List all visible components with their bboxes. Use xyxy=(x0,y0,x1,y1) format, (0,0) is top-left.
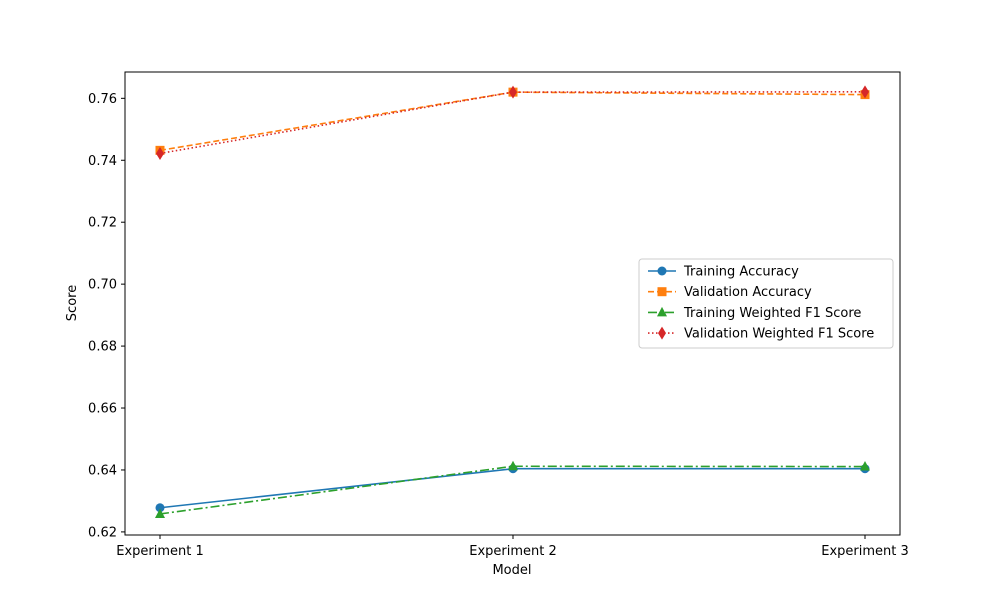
x-tick-label: Experiment 1 xyxy=(116,544,204,559)
y-tick-label: 0.64 xyxy=(88,463,117,478)
series-1 xyxy=(155,464,870,513)
x-axis: Experiment 1 Experiment 2 Experiment 3 xyxy=(116,535,909,559)
y-tick-label: 0.72 xyxy=(88,216,117,231)
data-point xyxy=(508,460,518,471)
y-tick-label: 0.70 xyxy=(88,278,117,293)
legend-entry: Validation Accuracy xyxy=(648,285,812,300)
legend-box xyxy=(638,258,894,349)
y-axis-label: Score xyxy=(65,285,80,321)
x-tick-label: Experiment 3 xyxy=(821,544,909,559)
y-tick-label: 0.62 xyxy=(88,525,117,540)
series-line xyxy=(159,467,865,509)
legend-entry: Validation Weighted F1 Score xyxy=(648,326,874,342)
legend-marker xyxy=(657,266,667,276)
series-4 xyxy=(156,85,869,160)
legend-label: Training Accuracy xyxy=(683,265,799,280)
series-layer xyxy=(155,85,870,518)
series-3 xyxy=(155,460,870,518)
y-tick-label: 0.66 xyxy=(88,402,117,417)
y-axis: 0.62 0.64 0.66 0.68 0.70 0.72 0.74 0.76 xyxy=(88,92,125,540)
data-point xyxy=(860,461,870,471)
series-line xyxy=(159,465,866,515)
series-line xyxy=(159,91,866,152)
legend: Training Accuracy Validation Accuracy Trai… xyxy=(638,258,894,349)
legend-marker xyxy=(657,306,667,317)
data-point xyxy=(509,85,517,99)
x-tick-label: Experiment 2 xyxy=(469,544,557,559)
x-axis-label: Model xyxy=(492,563,531,578)
y-tick-label: 0.74 xyxy=(88,154,117,169)
data-point xyxy=(861,85,869,99)
legend-label: Validation Weighted F1 Score xyxy=(684,327,874,342)
y-tick-label: 0.76 xyxy=(88,92,117,107)
data-point xyxy=(155,508,165,518)
legend-marker xyxy=(658,326,666,340)
legend-label: Validation Accuracy xyxy=(684,285,812,300)
y-tick-label: 0.68 xyxy=(88,340,117,355)
legend-entry: Training Accuracy xyxy=(648,265,799,280)
series-line xyxy=(159,91,866,155)
legend-label: Training Weighted F1 Score xyxy=(683,306,861,321)
legend-entry: Training Weighted F1 Score xyxy=(648,306,861,321)
data-point xyxy=(155,503,165,513)
data-point xyxy=(156,146,164,160)
legend-marker xyxy=(657,287,667,297)
